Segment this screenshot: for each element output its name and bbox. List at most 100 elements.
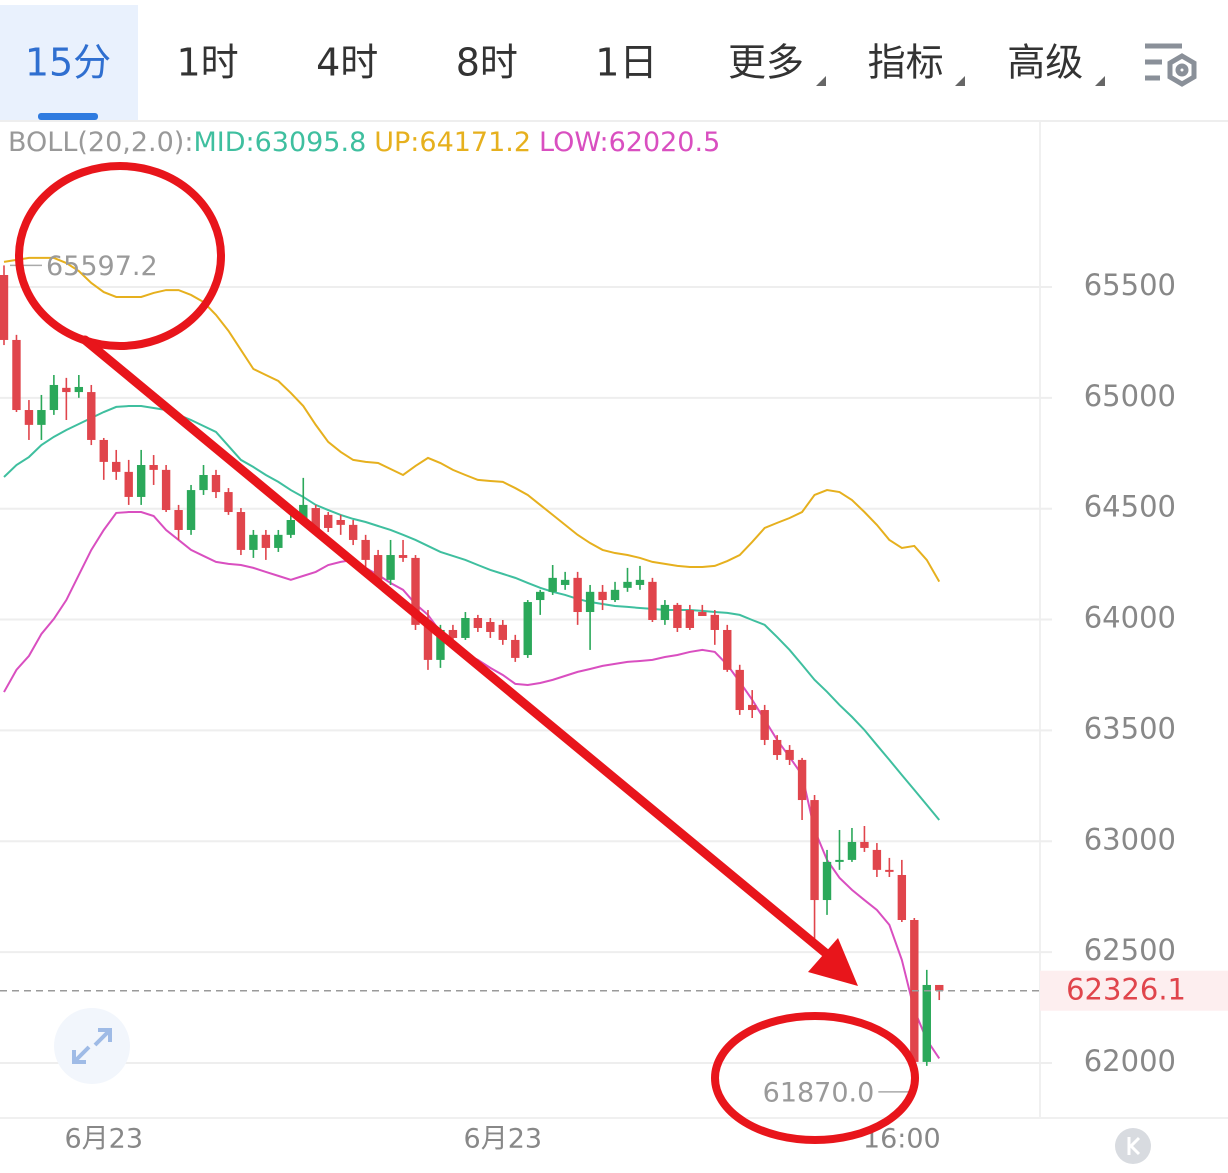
candle-body bbox=[922, 984, 931, 1062]
candle-body bbox=[411, 557, 420, 625]
candle-body bbox=[373, 555, 383, 580]
tab[interactable]: 更多 bbox=[728, 41, 804, 85]
candle-body bbox=[860, 841, 869, 848]
annotations bbox=[15, 162, 1151, 1164]
candles bbox=[0, 265, 944, 1092]
icon-stroke bbox=[72, 1045, 91, 1064]
candle-body bbox=[12, 339, 21, 411]
candle-body bbox=[299, 504, 308, 521]
y-tick-label: 62000 bbox=[1084, 1044, 1176, 1078]
candle-body bbox=[473, 618, 483, 628]
candle-body bbox=[885, 869, 894, 872]
candle-body bbox=[348, 524, 358, 540]
candle-body bbox=[548, 577, 557, 592]
selected-tab-indicator bbox=[38, 113, 98, 120]
candle-body bbox=[286, 520, 296, 535]
y-tick-label: 65500 bbox=[1084, 268, 1176, 302]
candle-body bbox=[62, 387, 71, 393]
candle-body bbox=[872, 849, 882, 870]
y-tick-label: 63500 bbox=[1084, 711, 1176, 745]
candle-body bbox=[186, 490, 196, 530]
candle-body bbox=[49, 384, 59, 411]
candle-body bbox=[560, 579, 570, 585]
icon-stroke bbox=[1167, 53, 1197, 87]
candle-body bbox=[810, 800, 819, 901]
tab[interactable]: 4时 bbox=[316, 41, 378, 85]
candle-body bbox=[174, 510, 183, 530]
candle-body bbox=[99, 439, 108, 462]
candle-body bbox=[573, 577, 582, 613]
toolbar: 15分 1时 4时 8时 1日 更多 指标 高级 bbox=[0, 5, 1228, 122]
candle-body bbox=[461, 618, 470, 638]
candle-body bbox=[610, 589, 620, 601]
candle-body bbox=[660, 604, 670, 620]
candle-body bbox=[523, 602, 532, 656]
candle-body bbox=[498, 624, 507, 640]
max-label: 65597.2 bbox=[46, 251, 158, 282]
highlight-circle bbox=[15, 162, 225, 350]
candle-body bbox=[236, 512, 246, 550]
candle-body bbox=[87, 392, 96, 440]
candle-body bbox=[698, 612, 707, 617]
indicator-name: BOLL(20,2.0): bbox=[8, 127, 193, 158]
indicator-legend: BOLL(20,2.0):MID:63095.8 UP:64171.2 LOW:62… bbox=[8, 127, 720, 158]
legend-label: LOW: bbox=[539, 127, 609, 158]
icon-stroke bbox=[1175, 63, 1189, 77]
candle-body bbox=[74, 386, 84, 393]
band-line bbox=[3, 256, 941, 583]
candle-body bbox=[797, 759, 807, 801]
tab[interactable]: 1日 bbox=[595, 41, 657, 85]
trend-arrow bbox=[80, 335, 833, 960]
candle-body bbox=[124, 471, 133, 497]
tab[interactable]: 1时 bbox=[177, 41, 239, 85]
candle-body bbox=[536, 591, 545, 601]
candle-body bbox=[261, 534, 271, 548]
candle-body bbox=[710, 614, 719, 630]
legend-value: 63095.8 bbox=[255, 127, 367, 158]
dropdown-marker bbox=[955, 76, 965, 86]
x-tick-label: 6月23 bbox=[464, 1124, 543, 1155]
candle-body bbox=[785, 749, 794, 760]
candle-body bbox=[423, 624, 433, 660]
y-tick-label: 62500 bbox=[1084, 933, 1176, 967]
candle-body bbox=[149, 465, 158, 470]
min-label: 61870.0 bbox=[763, 1077, 875, 1108]
x-tick-label: 6月23 bbox=[64, 1124, 143, 1155]
tab[interactable]: 8时 bbox=[456, 41, 518, 85]
candle-body bbox=[648, 581, 657, 620]
candle-body bbox=[274, 534, 283, 548]
candle-body bbox=[249, 534, 258, 550]
last-price-box bbox=[1040, 970, 1228, 1011]
icon-stroke bbox=[1128, 1136, 1141, 1156]
legend-label: UP: bbox=[374, 127, 419, 158]
expand-button[interactable] bbox=[54, 1008, 130, 1084]
candle-body bbox=[361, 539, 370, 560]
candle-body bbox=[398, 555, 408, 558]
candle-body bbox=[37, 410, 46, 425]
candle-body bbox=[486, 621, 495, 632]
candle-body bbox=[448, 629, 458, 638]
last-price-label: 62326.1 bbox=[1066, 973, 1186, 1007]
candle-body bbox=[935, 984, 944, 991]
tab[interactable]: 高级 bbox=[1007, 41, 1083, 85]
candle-body bbox=[386, 555, 395, 580]
candle-body bbox=[822, 861, 832, 901]
candle-body bbox=[847, 841, 857, 860]
candle-body bbox=[336, 520, 345, 525]
legend-value: 64171.2 bbox=[419, 127, 531, 158]
tab[interactable]: 15分 bbox=[25, 41, 111, 85]
y-tick-label: 63000 bbox=[1084, 822, 1176, 856]
candle-body bbox=[585, 591, 595, 613]
settings-icon[interactable] bbox=[1145, 43, 1197, 87]
candle-body bbox=[324, 514, 333, 528]
candle-body bbox=[598, 591, 607, 601]
candle-body bbox=[436, 629, 445, 660]
candle-body bbox=[161, 469, 171, 511]
candle-body bbox=[0, 274, 9, 340]
trend-arrowhead bbox=[808, 938, 858, 986]
band-line bbox=[3, 405, 941, 821]
tab[interactable]: 指标 bbox=[868, 41, 944, 85]
candle-body bbox=[211, 474, 221, 493]
candle-body bbox=[136, 465, 146, 497]
